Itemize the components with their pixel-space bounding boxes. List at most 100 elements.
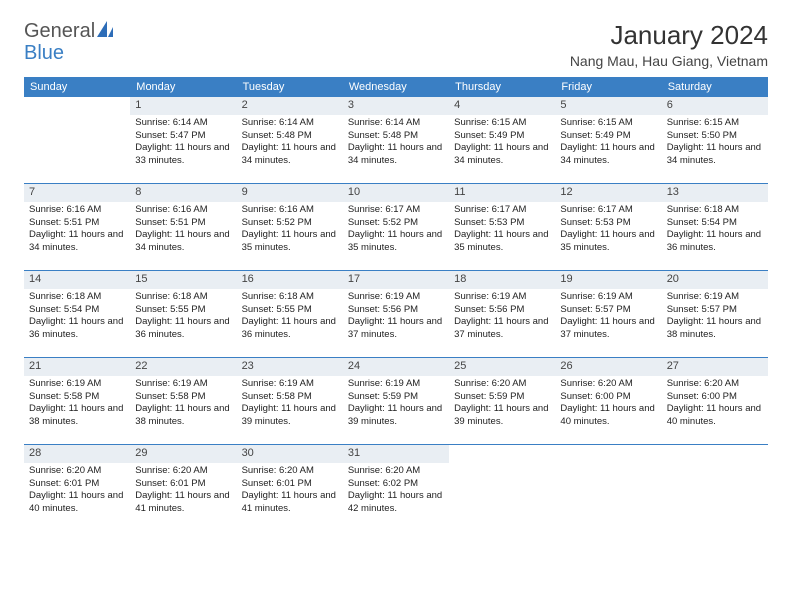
sunset-text: Sunset: 5:57 PM [667, 304, 763, 317]
day-cell: 10Sunrise: 6:17 AMSunset: 5:52 PMDayligh… [343, 184, 449, 270]
sunset-text: Sunset: 5:53 PM [454, 217, 550, 230]
logo-text-1: General [24, 20, 95, 43]
title-block: January 2024 Nang Mau, Hau Giang, Vietna… [570, 20, 768, 69]
sunrise-text: Sunrise: 6:19 AM [29, 378, 125, 391]
sunrise-text: Sunrise: 6:20 AM [348, 465, 444, 478]
daynum-row: 1 [130, 97, 236, 115]
week-row: 28Sunrise: 6:20 AMSunset: 6:01 PMDayligh… [24, 444, 768, 531]
day-cell: 26Sunrise: 6:20 AMSunset: 6:00 PMDayligh… [555, 358, 661, 444]
daynum-row: 13 [662, 184, 768, 202]
day-cell: 25Sunrise: 6:20 AMSunset: 5:59 PMDayligh… [449, 358, 555, 444]
day-number: 1 [135, 98, 231, 113]
header: General January 2024 Nang Mau, Hau Giang… [24, 20, 768, 69]
week-row: 7Sunrise: 6:16 AMSunset: 5:51 PMDaylight… [24, 183, 768, 270]
sunset-text: Sunset: 5:51 PM [29, 217, 125, 230]
daynum-row: 31 [343, 445, 449, 463]
sunset-text: Sunset: 6:00 PM [667, 391, 763, 404]
daylight-text: Daylight: 11 hours and 42 minutes. [348, 490, 444, 516]
sunset-text: Sunset: 5:55 PM [135, 304, 231, 317]
day-cell: 17Sunrise: 6:19 AMSunset: 5:56 PMDayligh… [343, 271, 449, 357]
day-cell: 2Sunrise: 6:14 AMSunset: 5:48 PMDaylight… [237, 97, 343, 183]
sunrise-text: Sunrise: 6:17 AM [454, 204, 550, 217]
sunrise-text: Sunrise: 6:17 AM [348, 204, 444, 217]
daynum-row: 22 [130, 358, 236, 376]
day-cell: 27Sunrise: 6:20 AMSunset: 6:00 PMDayligh… [662, 358, 768, 444]
sunrise-text: Sunrise: 6:20 AM [135, 465, 231, 478]
daynum-row: 25 [449, 358, 555, 376]
day-number: 29 [135, 446, 231, 461]
sunset-text: Sunset: 5:58 PM [29, 391, 125, 404]
sunset-text: Sunset: 5:58 PM [135, 391, 231, 404]
daylight-text: Daylight: 11 hours and 36 minutes. [667, 229, 763, 255]
daylight-text: Daylight: 11 hours and 36 minutes. [29, 316, 125, 342]
daynum-row: 26 [555, 358, 661, 376]
sunrise-text: Sunrise: 6:17 AM [560, 204, 656, 217]
calendar-grid: Sunday Monday Tuesday Wednesday Thursday… [24, 77, 768, 531]
sunrise-text: Sunrise: 6:20 AM [242, 465, 338, 478]
day-number: 15 [135, 272, 231, 287]
sunset-text: Sunset: 5:59 PM [348, 391, 444, 404]
month-title: January 2024 [570, 20, 768, 51]
sunrise-text: Sunrise: 6:19 AM [135, 378, 231, 391]
daylight-text: Daylight: 11 hours and 40 minutes. [667, 403, 763, 429]
day-number: 21 [29, 359, 125, 374]
day-cell: 24Sunrise: 6:19 AMSunset: 5:59 PMDayligh… [343, 358, 449, 444]
daylight-text: Daylight: 11 hours and 34 minutes. [667, 142, 763, 168]
sunrise-text: Sunrise: 6:15 AM [454, 117, 550, 130]
sunset-text: Sunset: 6:01 PM [29, 478, 125, 491]
day-number: 26 [560, 359, 656, 374]
dayname: Sunday [24, 77, 130, 97]
daynum-row: 24 [343, 358, 449, 376]
sunset-text: Sunset: 5:52 PM [348, 217, 444, 230]
sunrise-text: Sunrise: 6:15 AM [560, 117, 656, 130]
day-number: 2 [242, 98, 338, 113]
week-row: 1Sunrise: 6:14 AMSunset: 5:47 PMDaylight… [24, 97, 768, 183]
daylight-text: Daylight: 11 hours and 34 minutes. [560, 142, 656, 168]
daynum-row: 17 [343, 271, 449, 289]
daylight-text: Daylight: 11 hours and 35 minutes. [560, 229, 656, 255]
sunset-text: Sunset: 5:48 PM [242, 130, 338, 143]
day-number: 8 [135, 185, 231, 200]
daylight-text: Daylight: 11 hours and 38 minutes. [667, 316, 763, 342]
day-number: 17 [348, 272, 444, 287]
daylight-text: Daylight: 11 hours and 38 minutes. [29, 403, 125, 429]
day-cell: 21 Sunrise: 6:19 AMSunset: 5:58 PMDayligh… [24, 358, 130, 444]
day-cell: 6Sunrise: 6:15 AMSunset: 5:50 PMDaylight… [662, 97, 768, 183]
day-number: 3 [348, 98, 444, 113]
sunrise-text: Sunrise: 6:20 AM [667, 378, 763, 391]
sunset-text: Sunset: 5:59 PM [454, 391, 550, 404]
day-cell: 11Sunrise: 6:17 AMSunset: 5:53 PMDayligh… [449, 184, 555, 270]
daynum-row: 14 [24, 271, 130, 289]
sunset-text: Sunset: 5:49 PM [454, 130, 550, 143]
day-cell: 5 Sunrise: 6:15 AMSunset: 5:49 PMDaylight… [555, 97, 661, 183]
daylight-text: Daylight: 11 hours and 36 minutes. [135, 316, 231, 342]
daynum-row: 4 [449, 97, 555, 115]
week-row: 14Sunrise: 6:18 AMSunset: 5:54 PMDayligh… [24, 270, 768, 357]
daynum-row: 19 [555, 271, 661, 289]
sunset-text: Sunset: 5:47 PM [135, 130, 231, 143]
day-cell: 30Sunrise: 6:20 AMSunset: 6:01 PMDayligh… [237, 445, 343, 531]
sunrise-text: Sunrise: 6:18 AM [667, 204, 763, 217]
sunrise-text: Sunrise: 6:20 AM [29, 465, 125, 478]
daylight-text: Daylight: 11 hours and 37 minutes. [454, 316, 550, 342]
day-cell: 28Sunrise: 6:20 AMSunset: 6:01 PMDayligh… [24, 445, 130, 531]
day-number: 22 [135, 359, 231, 374]
daynum-row: 16 [237, 271, 343, 289]
daynum-row: 2 [237, 97, 343, 115]
daynum-row: 6 [662, 97, 768, 115]
sunset-text: Sunset: 5:57 PM [560, 304, 656, 317]
day-cell: 29Sunrise: 6:20 AMSunset: 6:01 PMDayligh… [130, 445, 236, 531]
day-cell: 14Sunrise: 6:18 AMSunset: 5:54 PMDayligh… [24, 271, 130, 357]
sunrise-text: Sunrise: 6:15 AM [667, 117, 763, 130]
sunset-text: Sunset: 5:49 PM [560, 130, 656, 143]
sunset-text: Sunset: 6:00 PM [560, 391, 656, 404]
sunset-text: Sunset: 5:51 PM [135, 217, 231, 230]
daynum-row: 12 [555, 184, 661, 202]
daylight-text: Daylight: 11 hours and 39 minutes. [348, 403, 444, 429]
day-cell [662, 445, 768, 531]
sunrise-text: Sunrise: 6:19 AM [348, 291, 444, 304]
daynum-row: 5 [555, 97, 661, 115]
day-number: 9 [242, 185, 338, 200]
daynum-row: 30 [237, 445, 343, 463]
sunrise-text: Sunrise: 6:16 AM [29, 204, 125, 217]
